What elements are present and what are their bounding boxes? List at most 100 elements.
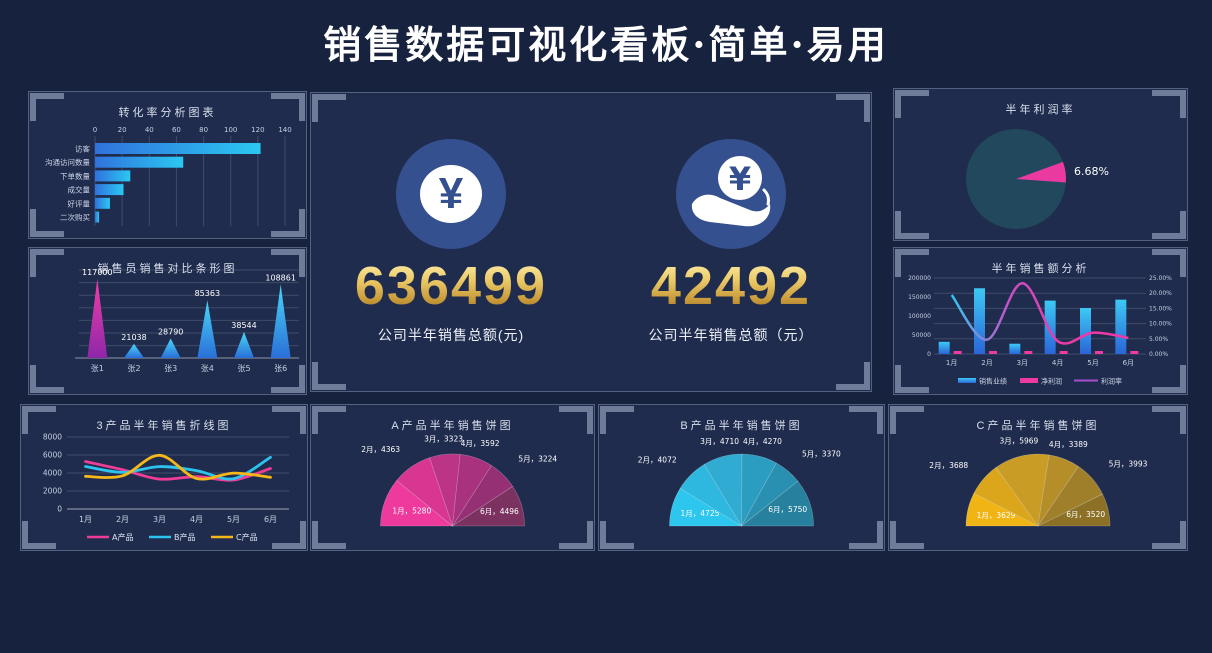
chart-text: 5.00% — [1149, 336, 1168, 343]
sales-bar — [1080, 308, 1091, 354]
chart-text: C产品 — [236, 532, 258, 542]
chart-text: 1月，3629 — [977, 511, 1016, 520]
chart-text: 5月，3224 — [518, 454, 557, 463]
chart-text: 1月，4725 — [681, 509, 720, 518]
chart-text: 3月，5969 — [999, 436, 1038, 445]
chart-text: 6月 — [264, 515, 277, 524]
pie-slice — [1016, 161, 1066, 183]
chart-text: 0 — [927, 351, 931, 358]
sales-bar — [938, 341, 950, 354]
chart-text: 张1 — [91, 364, 104, 373]
chart-text: 6月，4496 — [480, 507, 519, 516]
pie-slice — [679, 463, 742, 527]
triangle-bar — [87, 278, 108, 358]
yuan-symbol-small: ¥ — [729, 160, 751, 198]
triangle-bar — [124, 343, 144, 358]
chart-text: 108861 — [265, 273, 296, 282]
product-b-half-pie-chart: 1月，4725 2月，4072 3月，4710 4月，4270 5月，3370 6月，57… — [638, 437, 841, 528]
profit-bar — [1024, 351, 1033, 354]
chart-text: 10.00% — [1149, 321, 1172, 328]
chart-text: 120 — [251, 126, 264, 134]
series-line — [84, 460, 272, 482]
chart-title: 半年利润率 — [1005, 104, 1076, 116]
chart-text: 张4 — [201, 364, 214, 373]
chart-title: 3产品半年销售折线图 — [96, 420, 232, 432]
chart-text: 访客 — [75, 144, 90, 154]
pie-slice — [380, 480, 454, 527]
kpi-profit-total: ¥ 42492 公司半年销售总额（元） — [591, 93, 871, 345]
chart-title: 销售员销售对比条形图 — [97, 263, 238, 275]
chart-text: 净利润 — [1041, 377, 1062, 386]
chart-text: 好评量 — [68, 198, 91, 208]
chart-text: 0 — [93, 126, 97, 134]
corner-decoration — [312, 362, 346, 390]
chart-text: A产品 — [112, 532, 133, 542]
kpi-sales-label: 公司半年销售总额(元) — [377, 327, 525, 343]
chart-text: 0.00% — [1149, 351, 1168, 358]
hand-coin-graphic: ¥ — [691, 156, 771, 227]
triangle-bar — [160, 338, 181, 358]
chart-text: 80 — [199, 126, 208, 134]
chart-text: 100000 — [908, 313, 931, 320]
chart-text: 40 — [145, 126, 154, 134]
chart-text: 100 — [224, 126, 237, 134]
profit-bar — [1130, 351, 1139, 354]
chart-title: A产品半年销售饼图 — [391, 420, 514, 432]
pie-slice — [1037, 493, 1111, 527]
chart-text: 1月 — [79, 515, 92, 524]
product-c-half-pie-chart: 1月，3629 2月，3688 3月，5969 4月，3389 5月，3993 6月，35… — [929, 436, 1148, 527]
chart-text: 28790 — [158, 328, 183, 337]
series-line — [84, 453, 272, 481]
triangle-bar — [270, 284, 291, 358]
chart-text: 1月，5280 — [392, 507, 431, 516]
pie-slice — [965, 492, 1039, 527]
chart-text: 85363 — [195, 289, 220, 298]
chart-text: 2000 — [43, 487, 62, 496]
funnel-bar — [95, 184, 124, 196]
chart-text: 二次购买 — [60, 212, 90, 222]
chart-text: 5月，3993 — [1109, 460, 1148, 469]
panel-conversion-funnel: 转化率分析图表 0 20 40 60 80 100 120 140 访客 沟通访问数量 下单数量 成交… — [28, 91, 307, 239]
salesmen-triangle-chart: 117000 张1 21038 张2 28790 张3 85363 张4 38544 张5 1088… — [75, 268, 299, 373]
profit-bar — [989, 351, 997, 354]
chart-text: 6月，3520 — [1066, 510, 1105, 519]
chart-text: 20.00% — [1149, 290, 1172, 297]
chart-title: C产品半年销售饼图 — [976, 420, 1100, 432]
chart-text: 3月，3323 — [424, 435, 463, 444]
chart-text: 2月，4072 — [638, 456, 677, 465]
panel-pie-product-a: A产品半年销售饼图 1月，5280 2月，4363 3月，3323 4月，3592 5月… — [310, 404, 595, 551]
chart-text: 200000 — [908, 275, 931, 282]
triangle-bar — [234, 331, 254, 358]
chart-text: 2月 — [116, 515, 129, 524]
sales-bar — [1115, 299, 1127, 354]
chart-text: 38544 — [231, 321, 256, 330]
sales-bar — [1009, 343, 1021, 354]
pie-slice — [452, 454, 492, 527]
chart-text: 成交量 — [68, 185, 91, 195]
chart-text: 20 — [118, 126, 127, 134]
chart-text: 117000 — [82, 268, 113, 277]
chart-text: 3月 — [1017, 359, 1028, 367]
kpi-sales-total: ¥ 636499 公司半年销售总额(元) — [311, 93, 591, 345]
panel-profit-rate: 半年利润率 6.68% — [893, 88, 1188, 241]
funnel-bar — [95, 211, 100, 223]
chart-text: 4月，3389 — [1049, 440, 1088, 449]
profit-bar — [953, 351, 962, 354]
profit-bar — [1095, 351, 1103, 354]
pie-slice — [995, 453, 1050, 527]
chart-text: 张6 — [274, 364, 287, 373]
chart-text: 张3 — [164, 364, 177, 373]
profit-bar — [1059, 351, 1068, 354]
chart-text: 60 — [172, 126, 181, 134]
pie-slice — [669, 487, 743, 527]
panel-product-lines: 3产品半年销售折线图 0 2000 4000 6000 8000 1月 2月 3月 4月 5月 6月… — [20, 404, 308, 551]
chart-text: 4000 — [43, 469, 62, 478]
chart-text: 50000 — [912, 332, 931, 339]
product-line-chart: 0 2000 4000 6000 8000 1月 2月 3月 4月 5月 6月 A产品 B产品 C产品 — [43, 433, 289, 542]
page-title: 销售数据可视化看板·简单·易用 — [323, 22, 889, 67]
chart-text: 4月 — [190, 515, 203, 524]
chart-text: 3月 — [153, 515, 166, 524]
chart-text: 销售业绩 — [979, 377, 1007, 386]
